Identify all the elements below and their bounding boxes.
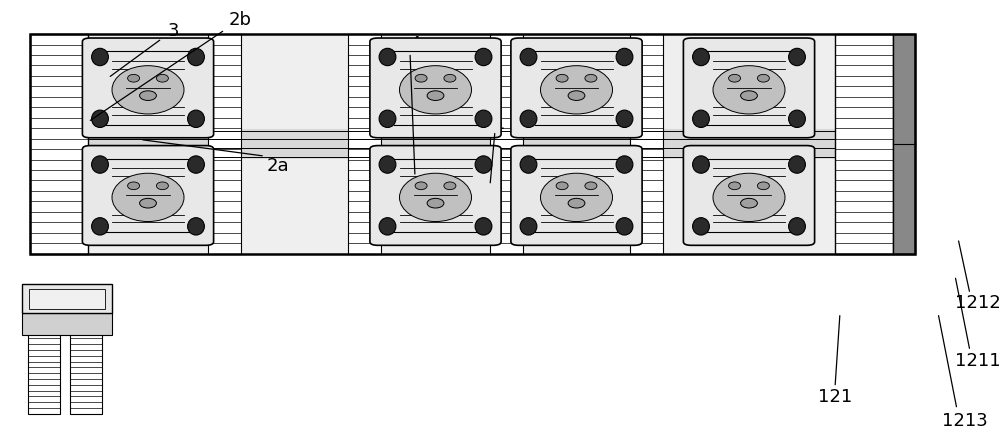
Ellipse shape <box>789 218 805 236</box>
Ellipse shape <box>92 156 108 174</box>
Ellipse shape <box>156 183 168 190</box>
Ellipse shape <box>156 75 168 83</box>
Ellipse shape <box>741 92 757 101</box>
Ellipse shape <box>585 183 597 190</box>
Ellipse shape <box>789 156 805 174</box>
Ellipse shape <box>415 183 427 190</box>
Ellipse shape <box>520 111 537 128</box>
Bar <box>22 285 112 313</box>
Ellipse shape <box>789 49 805 67</box>
FancyBboxPatch shape <box>511 39 642 138</box>
Ellipse shape <box>415 75 427 83</box>
Ellipse shape <box>475 111 492 128</box>
Ellipse shape <box>693 49 709 67</box>
Ellipse shape <box>729 75 741 83</box>
Ellipse shape <box>475 49 492 67</box>
Ellipse shape <box>520 218 537 236</box>
Ellipse shape <box>616 156 633 174</box>
FancyBboxPatch shape <box>82 39 214 138</box>
Ellipse shape <box>92 49 108 67</box>
Ellipse shape <box>92 111 108 128</box>
Ellipse shape <box>444 75 456 83</box>
Bar <box>70 333 102 414</box>
Ellipse shape <box>789 111 805 128</box>
Ellipse shape <box>112 67 184 115</box>
Ellipse shape <box>556 183 568 190</box>
Ellipse shape <box>568 199 585 208</box>
Ellipse shape <box>616 111 633 128</box>
Ellipse shape <box>92 218 108 236</box>
Bar <box>22 313 112 335</box>
Ellipse shape <box>112 174 184 222</box>
Ellipse shape <box>427 92 444 101</box>
Ellipse shape <box>616 218 633 236</box>
Ellipse shape <box>556 75 568 83</box>
Ellipse shape <box>585 75 597 83</box>
Ellipse shape <box>188 218 204 236</box>
Bar <box>88 129 835 160</box>
FancyBboxPatch shape <box>683 146 815 246</box>
FancyBboxPatch shape <box>370 39 501 138</box>
FancyBboxPatch shape <box>511 146 642 246</box>
Ellipse shape <box>188 111 204 128</box>
Bar <box>28 333 60 414</box>
Text: 1211: 1211 <box>955 351 1000 369</box>
Ellipse shape <box>400 174 472 222</box>
Ellipse shape <box>757 183 769 190</box>
Text: 2b: 2b <box>228 11 252 29</box>
Text: 1: 1 <box>494 114 506 133</box>
Ellipse shape <box>188 49 204 67</box>
Bar <box>835 35 893 254</box>
Ellipse shape <box>140 199 156 208</box>
Bar <box>29 289 105 309</box>
Ellipse shape <box>540 67 612 115</box>
Ellipse shape <box>379 156 396 174</box>
Ellipse shape <box>757 75 769 83</box>
Ellipse shape <box>140 92 156 101</box>
Ellipse shape <box>444 183 456 190</box>
Text: 4: 4 <box>409 35 421 53</box>
Bar <box>893 35 915 254</box>
Ellipse shape <box>616 49 633 67</box>
Ellipse shape <box>188 156 204 174</box>
Ellipse shape <box>693 111 709 128</box>
FancyBboxPatch shape <box>370 146 501 246</box>
Text: 2a: 2a <box>267 156 289 175</box>
Ellipse shape <box>741 199 757 208</box>
Ellipse shape <box>713 174 785 222</box>
Ellipse shape <box>379 218 396 236</box>
Ellipse shape <box>520 156 537 174</box>
FancyBboxPatch shape <box>683 39 815 138</box>
Ellipse shape <box>713 67 785 115</box>
Bar <box>348 35 381 254</box>
Bar <box>30 35 88 254</box>
Ellipse shape <box>400 67 472 115</box>
Ellipse shape <box>693 156 709 174</box>
FancyBboxPatch shape <box>82 146 214 246</box>
Ellipse shape <box>568 92 585 101</box>
Ellipse shape <box>540 174 612 222</box>
Bar <box>630 35 663 254</box>
Ellipse shape <box>128 183 140 190</box>
Ellipse shape <box>128 75 140 83</box>
Ellipse shape <box>475 218 492 236</box>
Bar <box>208 35 241 254</box>
Text: 3: 3 <box>167 21 179 40</box>
Bar <box>30 35 915 254</box>
Text: 1213: 1213 <box>942 410 988 429</box>
Ellipse shape <box>379 111 396 128</box>
Ellipse shape <box>693 218 709 236</box>
Ellipse shape <box>427 199 444 208</box>
Bar <box>490 35 523 254</box>
Ellipse shape <box>475 156 492 174</box>
Text: 121: 121 <box>818 387 852 406</box>
Ellipse shape <box>520 49 537 67</box>
Ellipse shape <box>379 49 396 67</box>
Ellipse shape <box>729 183 741 190</box>
Text: 1212: 1212 <box>955 293 1000 311</box>
Bar <box>30 35 915 254</box>
